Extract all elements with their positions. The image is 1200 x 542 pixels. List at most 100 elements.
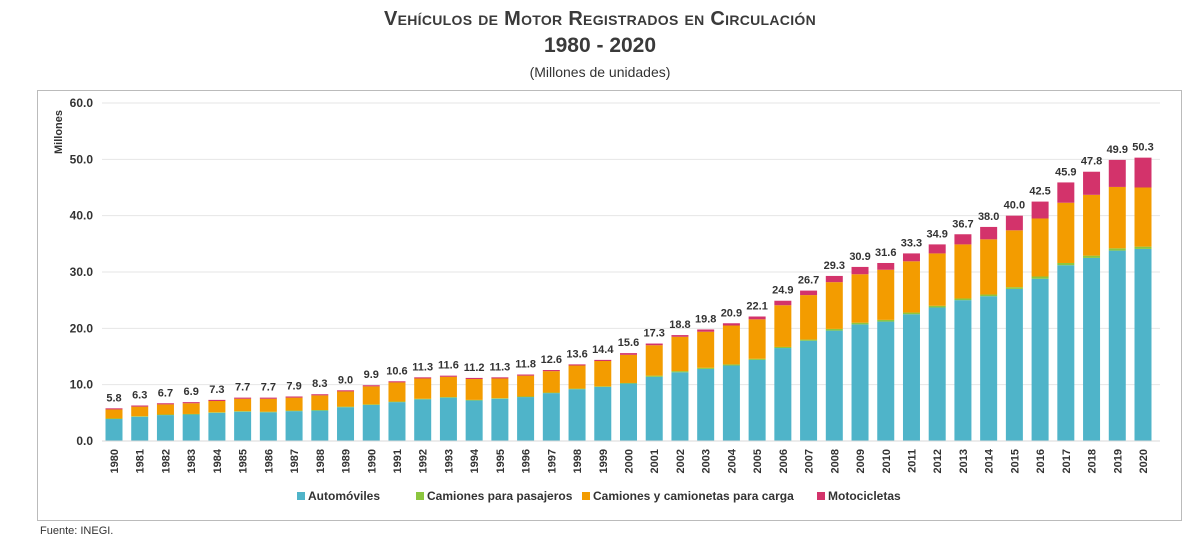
bar-segment-camiones-y-camionetas-para-carga [234, 398, 252, 412]
bar-segment-motocicletas [800, 290, 818, 296]
bar-segment-autom-viles [285, 411, 303, 441]
bar-segment-camiones-y-camionetas-para-carga [645, 345, 663, 376]
bar-segment-camiones-y-camionetas-para-carga [439, 376, 457, 398]
x-tick-label: 2011 [906, 449, 918, 473]
bar-segment-autom-viles [465, 400, 483, 441]
x-tick-label: 2019 [1112, 449, 1124, 473]
data-label-total: 7.7 [235, 382, 250, 394]
data-label-total: 8.3 [312, 378, 327, 390]
bar-segment-motocicletas [234, 397, 252, 399]
bar-segment-camiones-y-camionetas-para-carga [748, 319, 766, 359]
bar-segment-camiones-para-pasajeros [954, 298, 972, 301]
bar-segment-camiones-para-pasajeros [825, 328, 843, 331]
bar-segment-motocicletas [465, 377, 483, 380]
data-label-total: 11.3 [489, 361, 510, 373]
data-label-total: 26.7 [798, 275, 819, 287]
bar-segment-camiones-para-pasajeros [1108, 248, 1126, 251]
bar-segment-camiones-para-pasajeros [1057, 262, 1075, 266]
bar-segment-autom-viles [1108, 250, 1126, 441]
bar-segment-motocicletas [362, 385, 380, 387]
data-label-total: 7.3 [209, 384, 224, 396]
data-label-total: 22.1 [746, 301, 767, 313]
x-tick-label: 2015 [1009, 449, 1021, 473]
data-label-total: 42.5 [1029, 186, 1050, 198]
bar-segment-motocicletas [954, 234, 972, 245]
bar-segment-autom-viles [337, 407, 355, 441]
x-tick-label: 1990 [366, 449, 378, 473]
bar-segment-camiones-y-camionetas-para-carga [877, 269, 895, 320]
bar-segment-camiones-para-pasajeros [671, 371, 689, 373]
bar-segment-camiones-para-pasajeros [182, 413, 200, 415]
bar-segment-autom-viles [825, 330, 843, 441]
bar-segment-motocicletas [311, 394, 329, 396]
bar-segment-camiones-para-pasajeros [902, 312, 920, 315]
data-label-total: 6.3 [132, 390, 147, 402]
bar-segment-camiones-para-pasajeros [568, 388, 586, 390]
bar-segment-motocicletas [825, 275, 843, 283]
bar-segment-motocicletas [594, 359, 612, 362]
bar-segment-camiones-para-pasajeros [877, 319, 895, 322]
legend-swatch [416, 492, 424, 500]
data-label-total: 31.6 [875, 247, 896, 259]
data-label-total: 11.8 [515, 359, 536, 371]
bar-segment-autom-viles [594, 386, 612, 441]
bar-segment-camiones-y-camionetas-para-carga [825, 282, 843, 329]
bar-segment-camiones-para-pasajeros [234, 411, 252, 412]
bar-segment-camiones-para-pasajeros [697, 367, 715, 369]
bar-segment-camiones-para-pasajeros [131, 416, 149, 417]
bar-segment-camiones-y-camionetas-para-carga [800, 295, 818, 340]
x-tick-label: 2001 [649, 449, 661, 473]
bar-segment-autom-viles [1005, 288, 1023, 441]
data-label-total: 11.2 [464, 362, 485, 374]
x-tick-label: 1983 [186, 449, 198, 473]
data-label-total: 7.7 [261, 382, 276, 394]
bar-segment-motocicletas [208, 399, 226, 402]
bar-segment-autom-viles [388, 402, 406, 441]
x-tick-label: 1989 [341, 449, 353, 473]
data-label-total: 18.8 [669, 319, 690, 331]
bar-segment-autom-viles [645, 376, 663, 441]
bar-segment-camiones-para-pasajeros [1134, 246, 1152, 249]
x-tick-label: 2010 [881, 449, 893, 473]
data-label-total: 45.9 [1055, 166, 1076, 178]
x-tick-label: 1995 [495, 449, 507, 473]
bar-segment-camiones-y-camionetas-para-carga [594, 361, 612, 387]
bar-segment-autom-viles [208, 412, 226, 441]
x-tick-label: 2017 [1061, 449, 1073, 473]
data-label-total: 38.0 [978, 211, 999, 223]
bar-segment-motocicletas [542, 370, 560, 372]
legend-swatch [582, 492, 590, 500]
bar-segment-camiones-para-pasajeros [388, 401, 406, 403]
bar-segment-autom-viles [774, 348, 792, 441]
bar-segment-camiones-y-camionetas-para-carga [542, 371, 560, 393]
bar-segment-camiones-para-pasajeros [620, 382, 637, 384]
data-label-total: 10.6 [386, 365, 407, 377]
bar-segment-autom-viles [182, 414, 200, 441]
legend-label: Camiones y camionetas para carga [593, 489, 794, 503]
bar-segment-camiones-para-pasajeros [851, 322, 869, 325]
bar-segment-autom-viles [928, 307, 946, 441]
bar-segment-autom-viles [1083, 257, 1101, 441]
bar-segment-camiones-para-pasajeros [208, 412, 226, 413]
chart-subtitle: 1980 - 2020 [543, 34, 657, 57]
bar-segment-autom-viles [439, 397, 457, 441]
bar-segment-autom-viles [980, 296, 998, 441]
bar-segment-camiones-para-pasajeros [465, 399, 483, 401]
x-tick-label: 1987 [289, 449, 301, 473]
bar-segment-motocicletas [980, 226, 998, 240]
y-tick-label: 50.0 [70, 152, 94, 166]
bar-segment-camiones-para-pasajeros [285, 410, 303, 412]
bar-segment-motocicletas [285, 396, 303, 398]
x-tick-label: 1981 [135, 449, 147, 473]
x-tick-label: 2005 [752, 449, 764, 473]
x-tick-label: 1997 [546, 449, 558, 473]
legend-label: Automóviles [308, 489, 380, 503]
bar-segment-autom-viles [517, 397, 535, 441]
bar-segment-motocicletas [156, 403, 174, 405]
legend-swatch [817, 492, 825, 500]
bar-segment-camiones-y-camionetas-para-carga [902, 261, 920, 313]
bar-segment-motocicletas [182, 402, 200, 404]
x-tick-label: 2003 [701, 449, 713, 473]
x-tick-label: 1994 [469, 448, 481, 473]
bar-segment-camiones-para-pasajeros [517, 396, 535, 398]
